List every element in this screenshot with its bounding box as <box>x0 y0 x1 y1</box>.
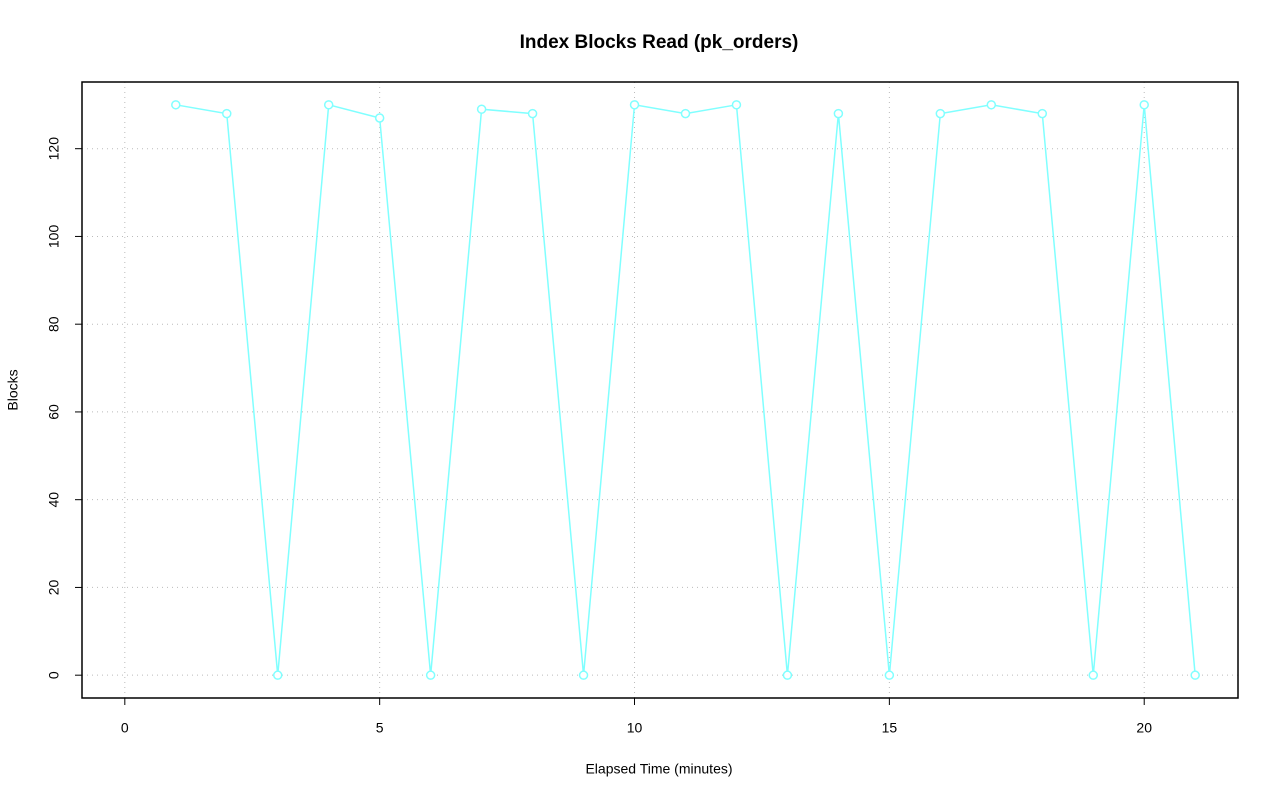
x-tick-label: 5 <box>376 720 384 736</box>
y-tick-label: 80 <box>46 316 62 332</box>
y-tick-label: 20 <box>46 579 62 595</box>
point <box>680 108 691 119</box>
x-tick-label: 10 <box>627 720 643 736</box>
point <box>884 670 895 680</box>
point <box>171 100 181 110</box>
y-tick-label: 100 <box>46 225 62 249</box>
plot-frame <box>81 81 1239 699</box>
point <box>425 670 436 680</box>
point <box>527 108 538 119</box>
point <box>1037 108 1048 119</box>
point <box>1190 670 1200 680</box>
point <box>629 100 640 110</box>
y-axis-label: Blocks <box>5 369 21 410</box>
point <box>1088 670 1098 680</box>
point <box>272 670 283 680</box>
point <box>578 670 589 680</box>
point <box>833 108 844 119</box>
x-tick-label: 20 <box>1136 720 1152 736</box>
point <box>731 100 742 110</box>
point <box>935 108 946 119</box>
point <box>986 100 997 110</box>
point <box>782 670 793 680</box>
y-tick-label: 120 <box>46 137 62 161</box>
point <box>222 108 232 119</box>
y-tick-label: 0 <box>46 671 62 679</box>
line <box>175 103 1196 676</box>
chart-title: Index Blocks Read (pk_orders) <box>520 32 799 53</box>
point <box>476 104 487 114</box>
point <box>323 100 334 110</box>
x-axis-label: Elapsed Time (minutes) <box>585 761 732 777</box>
x-tick-label: 15 <box>882 720 898 736</box>
point <box>374 113 385 123</box>
y-tick-label: 60 <box>46 404 62 420</box>
point <box>1139 100 1149 110</box>
y-tick-label: 40 <box>46 492 62 508</box>
x-tick-label: 0 <box>121 720 129 736</box>
